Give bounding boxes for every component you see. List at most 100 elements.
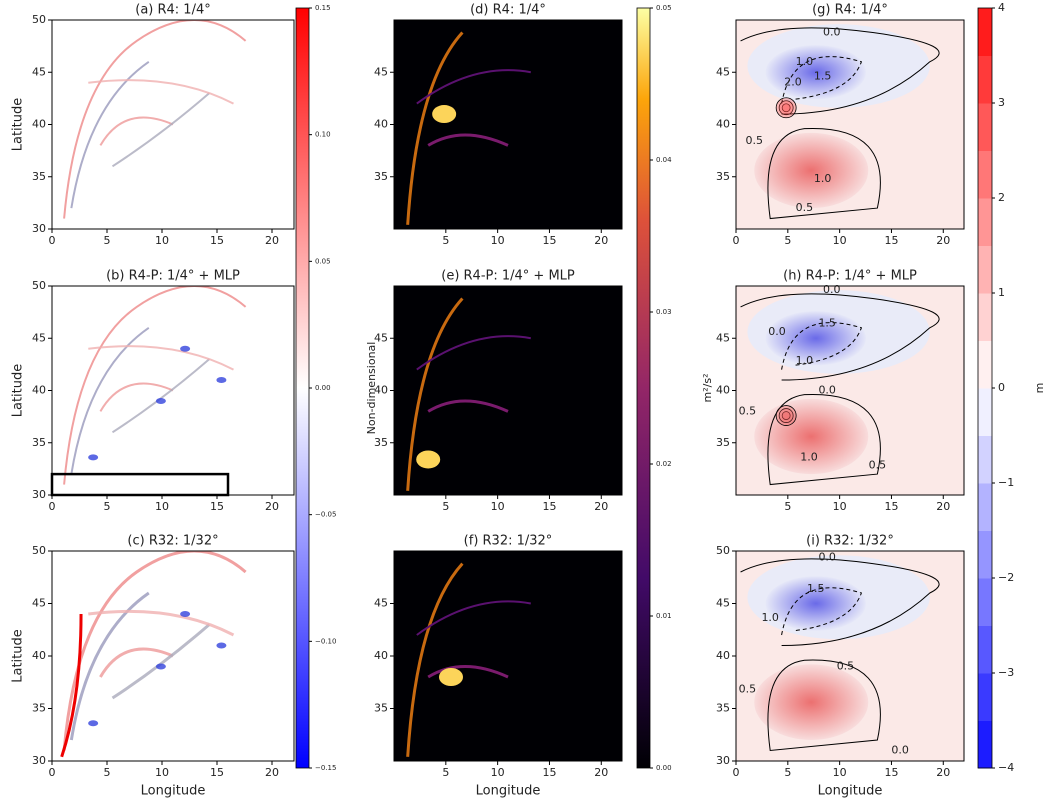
colorbar-band	[978, 150, 992, 199]
colorbar-band	[978, 293, 992, 341]
field-feature	[432, 105, 457, 124]
x-tick-label: 20	[594, 234, 608, 247]
contour-label: 1.0	[796, 354, 814, 367]
contour-line	[781, 322, 863, 370]
field-feature	[155, 663, 166, 670]
y-tick-label: 30	[32, 222, 46, 235]
contour-label: 1.0	[761, 611, 779, 624]
y-tick-label: 35	[374, 170, 388, 183]
field-feature	[427, 133, 509, 147]
y-tick-label: 35	[716, 170, 730, 183]
y-tick-label: 50	[32, 544, 46, 557]
x-tick-label: 0	[49, 234, 56, 247]
colorbar-tick-label: 0.00	[315, 384, 331, 392]
y-tick-label: 50	[716, 544, 730, 557]
x-tick-label: 15	[884, 234, 898, 247]
x-tick-label: 10	[833, 766, 847, 779]
y-tick-label: 40	[32, 384, 46, 397]
x-tick-label: 10	[833, 500, 847, 513]
x-tick-label: 20	[265, 234, 279, 247]
panel-title: (h) R4-P: 1/4° + MLP	[783, 269, 917, 284]
panel-title: (i) R32: 1/32°	[806, 534, 894, 549]
field-feature	[406, 297, 464, 491]
contour-label: 1.0	[800, 450, 818, 463]
contour-label: 0.0	[891, 744, 909, 757]
field-feature	[439, 668, 463, 686]
field-background	[394, 20, 622, 229]
y-tick-label: 35	[374, 702, 388, 715]
colorbar-tick-label: 0.04	[656, 156, 672, 164]
field-feature	[63, 286, 247, 485]
contour-label: 0.5	[739, 683, 757, 696]
y-axis-label: Latitude	[11, 629, 26, 683]
y-tick-label: 40	[716, 649, 730, 662]
colorbar-tick-label: 2	[998, 191, 1005, 204]
field-feature	[70, 60, 150, 209]
y-tick-label: 45	[374, 597, 388, 610]
field-feature	[765, 311, 866, 366]
y-tick-label: 35	[32, 436, 46, 449]
panel-title: (c) R32: 1/32°	[127, 534, 218, 549]
x-tick-label: 0	[49, 500, 56, 513]
y-tick-label: 45	[374, 331, 388, 344]
field-feature	[99, 116, 174, 146]
contour-line	[775, 97, 797, 119]
colorbar-band	[978, 103, 992, 151]
y-tick-label: 45	[32, 597, 46, 610]
colorbar-tick-label: 0.02	[656, 460, 672, 468]
colorbar-tick-label: 0.00	[656, 764, 672, 772]
y-tick-label: 35	[374, 436, 388, 449]
colorbar-tick-label: −3	[998, 666, 1014, 679]
colorbar-label: m	[1033, 383, 1046, 394]
colorbar-band	[978, 55, 992, 104]
x-tick-label: 5	[784, 766, 791, 779]
x-tick-label: 15	[884, 766, 898, 779]
y-tick-label: 40	[32, 118, 46, 131]
contour-line	[781, 411, 791, 420]
field-image	[60, 551, 247, 758]
y-tick-label: 45	[716, 597, 730, 610]
colorbar-tick-label: −2	[998, 571, 1014, 584]
panel-title: (a) R4: 1/4°	[135, 3, 210, 18]
colorbar-tick-label: 3	[998, 96, 1005, 109]
colorbar-tick-label: 0.01	[656, 612, 672, 620]
x-tick-label: 0	[49, 766, 56, 779]
field-background	[394, 551, 622, 761]
x-tick-label: 0	[733, 234, 740, 247]
contour-line	[781, 56, 863, 104]
contour-line	[767, 128, 881, 220]
y-tick-label: 50	[32, 13, 46, 26]
field-image	[394, 286, 622, 495]
colorbar-tick-label: 0.15	[315, 4, 331, 12]
y-tick-label: 35	[716, 436, 730, 449]
x-tick-label: 10	[155, 500, 169, 513]
x-tick-label: 10	[155, 234, 169, 247]
colorbar-tick-label: 0.05	[315, 257, 331, 265]
colorbar-band	[978, 530, 992, 579]
colorbar-band	[978, 435, 992, 484]
contour-label: 1.0	[796, 55, 814, 68]
contour-line	[740, 558, 940, 646]
field-feature	[216, 377, 227, 384]
field-feature	[111, 92, 210, 168]
colorbar-label: m²/s²	[701, 374, 714, 403]
field-feature	[88, 345, 234, 371]
field-feature	[155, 397, 166, 404]
field-feature	[216, 642, 227, 649]
x-tick-label: 10	[491, 234, 505, 247]
colorbar-band	[978, 578, 992, 626]
field-feature	[88, 454, 99, 461]
x-tick-label: 20	[936, 234, 950, 247]
y-tick-label: 45	[716, 65, 730, 78]
colorbar-tick-label: 1	[998, 286, 1005, 299]
colorbar-band	[978, 388, 992, 436]
field-feature	[416, 450, 441, 469]
y-tick-label: 35	[716, 702, 730, 715]
x-tick-label: 20	[936, 766, 950, 779]
x-tick-label: 5	[784, 500, 791, 513]
contour-line	[775, 405, 797, 426]
field-feature	[406, 562, 464, 757]
field-image	[736, 286, 964, 495]
field-feature	[754, 664, 869, 740]
y-tick-label: 45	[716, 331, 730, 344]
